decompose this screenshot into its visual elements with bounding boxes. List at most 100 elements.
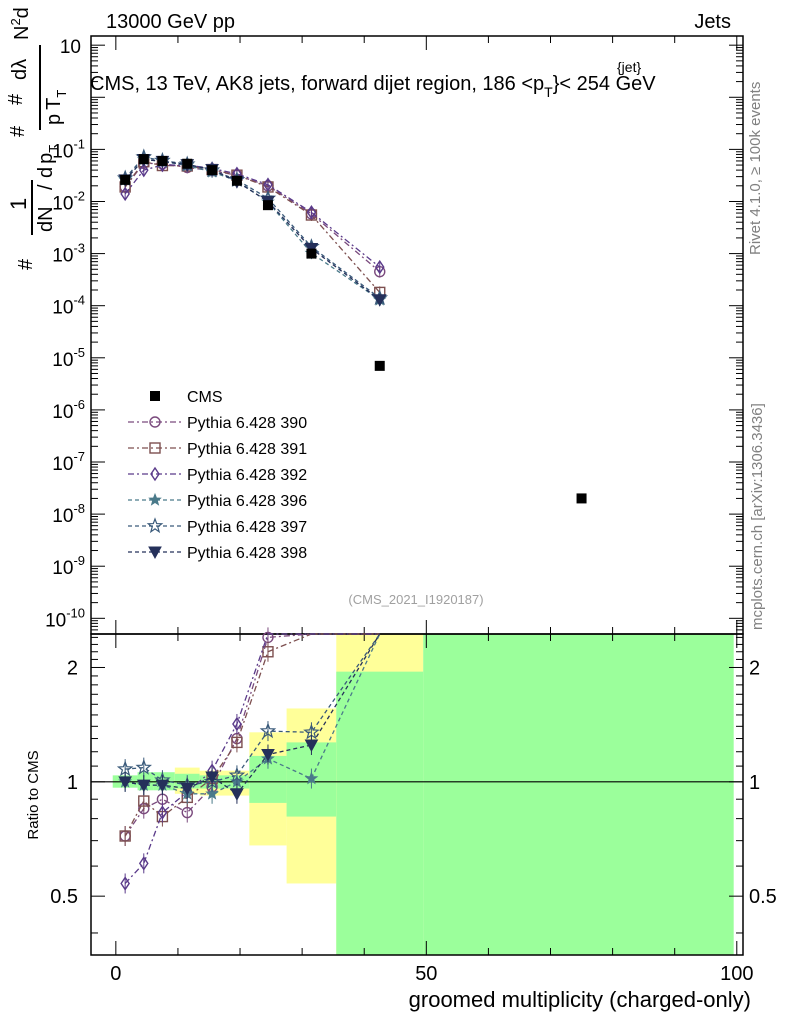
y-tick-label-1: 10-9 xyxy=(52,553,85,579)
ratio-line-5 xyxy=(125,633,381,795)
ratio-band-12 xyxy=(336,671,424,955)
legend-label-0: Pythia 6.428 390 xyxy=(187,415,307,432)
legend-label-2: Pythia 6.428 392 xyxy=(187,467,307,484)
y-tick-label-3: 10-7 xyxy=(52,449,85,475)
ratio-point-2-1 xyxy=(138,856,149,871)
series-point-2-8 xyxy=(374,259,385,275)
ratio-point-1-0 xyxy=(119,830,131,842)
ylabel-hash-1: # xyxy=(15,258,37,270)
ratio-point-0-3 xyxy=(181,806,193,819)
legend-entry-3: Pythia 6.428 396 xyxy=(128,492,307,510)
y-tick-label-6: 10-4 xyxy=(52,293,85,319)
series-point-2-1 xyxy=(138,162,149,178)
series-line-4 xyxy=(124,156,381,299)
series-point-5-8 xyxy=(372,294,387,307)
x-tick-label-0: 0 xyxy=(110,963,121,985)
ylabel-dN: dN xyxy=(35,206,57,232)
series-point-2-7 xyxy=(306,205,317,220)
ylabel-text: # xyxy=(15,258,37,270)
x-tick-label-1: 50 xyxy=(415,963,437,985)
series-line-5 xyxy=(124,158,381,301)
ratio-point-5-3 xyxy=(180,783,195,796)
y-tick-label-5: 10-5 xyxy=(52,345,85,371)
series-line-3 xyxy=(124,158,381,301)
ratio-point-1-6 xyxy=(262,646,274,658)
ratio-tick-label-right-2: 2 xyxy=(749,657,760,679)
ratio-tick-label-2: 2 xyxy=(67,657,78,679)
analysis-watermark: (CMS_2021_I1920187) xyxy=(348,592,483,607)
cms-point-4 xyxy=(207,165,218,176)
series-2 xyxy=(120,157,385,275)
chart-title-sup: {jet} xyxy=(617,59,641,75)
legend-entry-0: Pythia 6.428 390 xyxy=(128,415,307,432)
chart-title-sub: T xyxy=(544,84,553,100)
axis-ticks xyxy=(91,36,743,955)
ratio-point-5-4 xyxy=(205,771,219,784)
ratio-point-5-6 xyxy=(261,749,275,762)
ratio-point-5-7 xyxy=(304,739,319,753)
ratio-bands xyxy=(112,634,734,955)
cms-point-2 xyxy=(157,155,168,166)
series-3 xyxy=(118,152,387,306)
ratio-point-5-0 xyxy=(118,776,132,789)
legend-marker-2 xyxy=(150,466,160,482)
cms-point-3 xyxy=(182,158,193,169)
cms-point-9 xyxy=(576,493,587,504)
ratio-point-5-5 xyxy=(230,788,244,801)
ratio-tick-label-1: 1 xyxy=(67,772,78,794)
cms-point-0 xyxy=(120,174,131,185)
ratio-point-4-6 xyxy=(259,722,277,739)
y-axis-label: # 1 dN / dpT # dλ pTT # N2d xyxy=(5,7,69,270)
ratio-series xyxy=(116,627,381,894)
chart-title-tail: }< 254 GeV xyxy=(553,73,657,95)
axis-tick-labels: 0 50 100 10-10 10-9 10-8 10-7 10-6 10-5 10-4 10-3 1… xyxy=(45,37,777,985)
legend-entry-4: Pythia 6.428 397 xyxy=(128,517,307,536)
series-point-2-0 xyxy=(120,186,130,202)
series-1 xyxy=(119,155,386,299)
legend-entry-cms: CMS xyxy=(150,389,223,406)
ratio-point-3-4 xyxy=(205,786,219,800)
series-line-1 xyxy=(124,160,381,293)
legend-marker-5 xyxy=(148,546,162,560)
legend-marker-1 xyxy=(149,442,161,454)
chart-title-main: CMS, 13 TeV, AK8 jets, forward dijet reg… xyxy=(90,73,544,95)
series-4 xyxy=(116,148,389,306)
ratio-point-5-2 xyxy=(155,779,170,793)
ratio-point-4-5 xyxy=(228,766,246,783)
ylabel-one: 1 xyxy=(6,198,31,210)
legend-label-3: Pythia 6.428 396 xyxy=(187,493,307,510)
ratio-frame xyxy=(90,633,744,956)
y-tick-label-10: 10 xyxy=(60,37,81,58)
header-left: 13000 GeV pp xyxy=(106,11,235,33)
legend-label-cms: CMS xyxy=(187,389,223,406)
ylabel-dlambda: dλ xyxy=(9,59,31,80)
y-tick-label-7: 10-3 xyxy=(52,241,85,267)
legend-entry-5: Pythia 6.428 398 xyxy=(128,545,307,562)
ylabel-d2N: N2d xyxy=(8,7,33,40)
legend: CMS Pythia 6.428 390 Pythia 6.428 391 Pythi… xyxy=(128,389,307,562)
rivet-label: Rivet 4.1.0, ≥ 100k events xyxy=(747,82,764,255)
x-axis-label: groomed multiplicity (charged-only) xyxy=(409,987,751,1012)
series-5 xyxy=(118,153,387,307)
ylabel-dpT: pTT xyxy=(43,90,69,125)
legend-entry-2: Pythia 6.428 392 xyxy=(128,466,307,484)
header-right: Jets xyxy=(694,11,731,33)
y-tick-label-2: 10-8 xyxy=(52,501,85,527)
ylabel-slash: / xyxy=(35,184,57,190)
legend-marker-cms xyxy=(150,391,160,401)
cms-point-8 xyxy=(374,360,385,371)
ratio-tick-label-0: 0.5 xyxy=(50,886,78,908)
ratio-point-1-5 xyxy=(231,736,243,749)
legend-label-5: Pythia 6.428 398 xyxy=(187,545,307,562)
legend-marker-3 xyxy=(148,492,162,506)
ratio-tick-label-right-0: 0.5 xyxy=(749,886,777,908)
ratio-band-13 xyxy=(423,634,734,955)
legend-label-4: Pythia 6.428 397 xyxy=(187,519,307,536)
cms-data-points xyxy=(120,154,587,504)
y-tick-label-0: 10-10 xyxy=(45,605,85,631)
ratio-point-2-0 xyxy=(120,876,130,891)
legend-label-1: Pythia 6.428 391 xyxy=(187,441,307,458)
ylabel-hash-2: # xyxy=(7,125,29,137)
ratio-series-5 xyxy=(118,633,381,804)
